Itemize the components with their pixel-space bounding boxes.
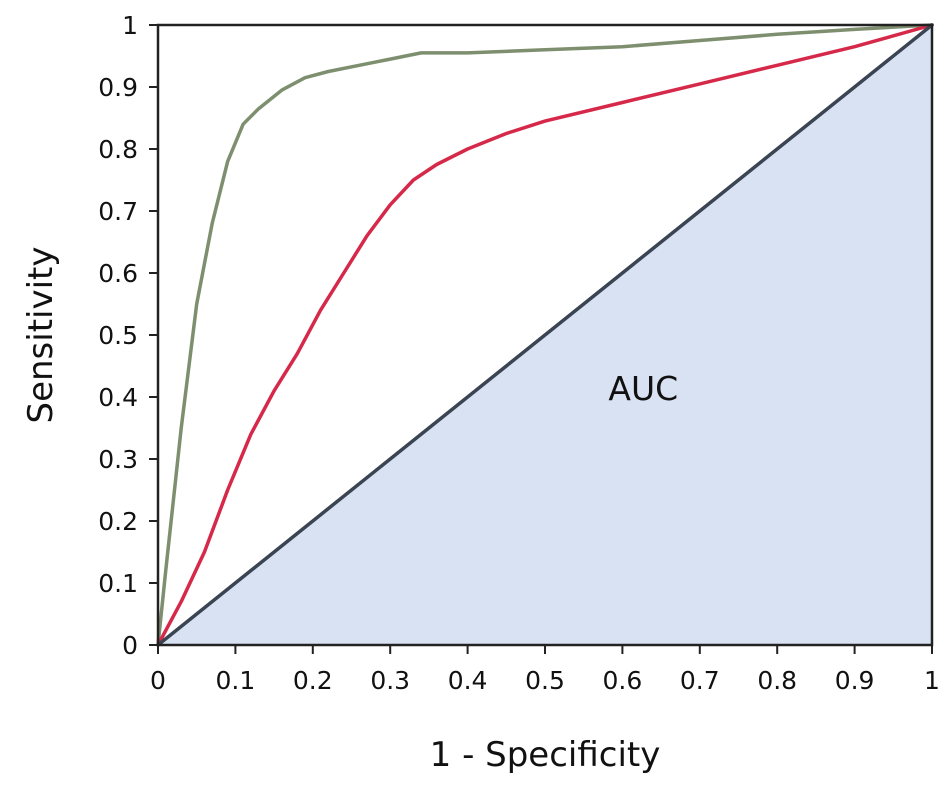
series-line-3 (156, 23, 934, 647)
x-tick-label: 0 (150, 666, 166, 695)
y-tick-label: 0.8 (98, 135, 138, 164)
y-tick-label: 0.7 (98, 197, 138, 226)
x-tick-label: 0.8 (757, 666, 797, 695)
y-tick-label: 0 (122, 631, 138, 660)
y-tick-label: 0.4 (98, 383, 138, 412)
y-tick-label: 0.3 (98, 445, 138, 474)
x-tick-label: 0.2 (293, 666, 333, 695)
y-tick-label: 1 (122, 11, 138, 40)
x-axis-title: 1 - Specificity (430, 735, 661, 775)
x-tick-label: 0.1 (216, 666, 256, 695)
x-tick-label: 0.7 (680, 666, 720, 695)
x-tick-label: 0.5 (525, 666, 565, 695)
x-tick-label: 0.6 (603, 666, 643, 695)
x-tick-label: 0.4 (448, 666, 488, 695)
y-tick-label: 0.9 (98, 73, 138, 102)
series-line-1 (156, 23, 934, 647)
x-tick-label: 1 (924, 666, 940, 695)
x-tick-label: 0.9 (835, 666, 875, 695)
y-axis-title: Sensitivity (21, 246, 61, 423)
y-tick-label: 0.5 (98, 321, 138, 350)
y-tick-label: 0.2 (98, 507, 138, 536)
x-tick-label: 0.3 (370, 666, 410, 695)
y-axis: 0 0.1 0.2 0.3 0.4 0.5 0.6 0.7 0.8 0.9 1 (98, 11, 158, 660)
plot-area (156, 23, 934, 647)
y-tick-label: 0.6 (98, 259, 138, 288)
x-axis: 0 0.1 0.2 0.3 0.4 0.5 0.6 0.7 0.8 0.9 1 (150, 645, 940, 695)
y-tick-label: 0.1 (98, 569, 138, 598)
auc-annotation: AUC (608, 369, 678, 408)
series-line-2 (156, 23, 934, 647)
